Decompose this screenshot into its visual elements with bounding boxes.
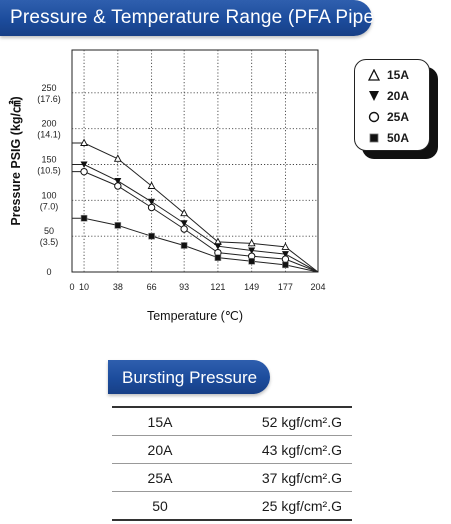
table-row: 20A 43 kgf/cm².G [112,435,352,464]
data-point-20a [148,198,156,206]
triangle-filled-icon [367,90,381,102]
legend-item-15a: 15A [367,66,409,84]
legend-item-20a: 20A [367,87,409,105]
pressure-cell: 37 kgf/cm².G [208,463,352,492]
y-tick-label-kg: (7.0) [40,201,59,211]
data-point-50a [80,214,88,222]
data-point-25a [80,167,88,176]
data-point-20a [248,247,256,254]
data-point-50a [148,232,155,240]
table-row: 50 25 kgf/cm².G [112,491,352,521]
data-point-25a [281,255,290,263]
data-point-25a [180,225,188,233]
data-point-50a [248,257,255,265]
legend-label: 15A [387,68,410,82]
square-filled-icon [367,132,381,144]
pipe-size-cell: 20A [112,435,208,464]
pipe-size-cell: 15A [112,406,208,436]
y-tick-label-kg: (14.1) [37,130,61,140]
data-point-20a [80,161,88,168]
data-point-50a [180,242,188,249]
y-tick-label: 250 [41,83,56,93]
data-point-15a [147,181,156,189]
data-point-25a [114,182,122,190]
y-tick-label-kg: (3.5) [40,237,59,247]
data-point-20a [281,251,289,258]
data-point-50a [282,261,289,269]
series-line-50a [72,217,319,273]
x-tick-label: 93 [179,282,189,292]
data-point-15a [281,242,290,250]
x-tick-label: 66 [147,282,157,292]
y-axis-title: Pressure PSIG (kg/㎠) [8,96,23,225]
legend-item-25a: 25A [367,108,409,126]
pressure-cell: 52 kgf/cm².G [208,406,352,436]
y-tick-label: 50 [44,226,54,236]
pipe-size-cell: 25A [112,463,208,492]
bursting-pressure-table: 15A 52 kgf/cm².G 20A 43 kgf/cm².G 25A 37… [112,406,352,521]
circle-open-icon [367,111,381,123]
x-axis-title: Temperature (℃) [147,309,243,323]
pressure-cell: 43 kgf/cm².G [208,435,352,464]
series-line-15a [72,142,319,273]
data-point-15a [80,138,89,146]
chart-legend: 15A 20A 25A 50A [354,59,430,151]
x-tick-label: 0 [69,282,74,292]
data-point-50a [214,254,222,261]
data-point-20a [114,177,122,185]
pipe-size-cell: 50 [112,491,208,521]
series-line-20a [72,164,319,273]
legend-label: 25A [387,110,410,124]
x-tick-label: 204 [310,282,325,292]
x-tick-label: 149 [244,282,259,292]
x-tick-label: 177 [278,282,293,292]
table-row: 25A 37 kgf/cm².G [112,463,352,492]
triangle-open-icon [367,69,381,81]
data-point-25a [147,203,156,212]
data-point-15a [247,238,256,247]
y-tick-label: 200 [41,119,56,129]
legend-label: 20A [387,89,410,103]
table-row: 15A 52 kgf/cm².G [112,406,352,436]
y-tick-label-kg: (17.6) [37,94,61,104]
x-tick-label: 121 [210,282,225,292]
plot-frame [71,49,319,273]
data-point-15a [113,154,122,162]
data-point-50a [114,222,122,229]
y-tick-label-kg: (10.5) [37,166,61,176]
x-tick-label: 38 [113,282,123,292]
pressure-cell: 25 kgf/cm².G [208,491,352,521]
pressure-temperature-chart: 0 10 38 66 93 121 149 177 204 0 50(3.5) 100(7.0) 150… [8,49,326,323]
title-banner: Pressure & Temperature Range (PFA Pipe) [0,0,381,36]
y-tick-label: 100 [41,190,56,200]
data-point-20a [180,220,188,227]
legend-label: 50A [387,131,410,145]
bursting-pressure-title: Bursting Pressure [122,368,258,387]
y-tick-label: 150 [41,155,56,165]
y-tick-label: 0 [46,267,51,277]
page-title: Pressure & Temperature Range (PFA Pipe) [10,7,381,28]
legend-item-50a: 50A [367,129,409,147]
data-point-15a [180,208,189,217]
x-tick-label: 10 [79,282,89,292]
bursting-pressure-banner: Bursting Pressure [108,360,270,394]
data-point-20a [214,243,222,250]
